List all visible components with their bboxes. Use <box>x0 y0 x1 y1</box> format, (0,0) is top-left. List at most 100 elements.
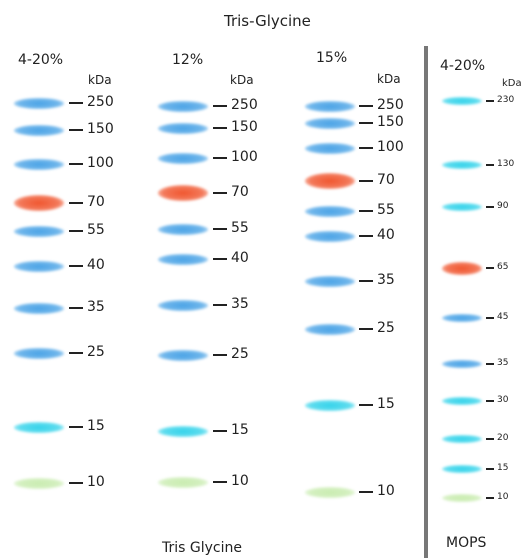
band-size-label: 130 <box>497 159 515 169</box>
marker-tick <box>213 157 227 159</box>
band-size-label: 70 <box>231 184 249 200</box>
marker-tick <box>486 267 494 269</box>
band-size-label: 65 <box>497 262 509 272</box>
lane-1-title: 4-20% <box>18 52 64 68</box>
band <box>158 253 208 265</box>
marker-tick <box>486 400 494 402</box>
band-size-label: 250 <box>87 94 114 110</box>
band-size-label: 70 <box>87 194 105 210</box>
band <box>14 225 64 237</box>
marker-tick <box>359 404 373 406</box>
band-size-label: 30 <box>497 395 509 405</box>
marker-tick <box>359 328 373 330</box>
marker-tick <box>486 164 494 166</box>
band <box>158 223 208 235</box>
band-size-label: 100 <box>87 155 114 171</box>
band-size-label: 25 <box>377 320 395 336</box>
band <box>305 117 355 129</box>
band <box>442 465 482 473</box>
lane-2-title: 12% <box>172 52 204 68</box>
lane-4-title: 4-20% <box>440 58 486 74</box>
band-size-label: 20 <box>497 433 509 443</box>
band-size-label: 250 <box>377 97 404 113</box>
lane-3-title: 15% <box>316 50 348 66</box>
marker-tick <box>486 317 494 319</box>
band <box>305 205 355 217</box>
band-size-label: 15 <box>377 396 395 412</box>
band <box>305 230 355 242</box>
band <box>305 323 355 335</box>
lane-divider <box>424 46 428 558</box>
band <box>305 275 355 287</box>
band <box>158 349 208 361</box>
band-size-label: 10 <box>87 474 105 490</box>
band-size-label: 55 <box>231 220 249 236</box>
marker-tick <box>486 438 494 440</box>
marker-tick <box>69 426 83 428</box>
band <box>158 425 208 437</box>
band <box>14 421 64 433</box>
band <box>14 97 64 109</box>
band-size-label: 15 <box>497 463 509 473</box>
marker-tick <box>359 180 373 182</box>
band <box>158 476 208 488</box>
band-size-label: 10 <box>497 492 509 502</box>
marker-tick <box>213 192 227 194</box>
marker-tick <box>69 352 83 354</box>
band-size-label: 45 <box>497 312 509 322</box>
lane-1-unit: kDa <box>88 73 112 87</box>
band-size-label: 150 <box>231 119 258 135</box>
marker-tick <box>69 102 83 104</box>
band-size-label: 70 <box>377 172 395 188</box>
band <box>14 347 64 359</box>
marker-tick <box>486 100 494 102</box>
band <box>14 158 64 170</box>
figure-title: Tris-Glycine <box>224 12 311 30</box>
band-size-label: 150 <box>87 121 114 137</box>
band-size-label: 150 <box>377 114 404 130</box>
marker-tick <box>486 206 494 208</box>
band-size-label: 55 <box>377 202 395 218</box>
band <box>14 477 64 489</box>
marker-tick <box>69 482 83 484</box>
band-size-label: 100 <box>231 149 258 165</box>
band <box>14 195 64 211</box>
marker-tick <box>69 202 83 204</box>
band-size-label: 35 <box>231 296 249 312</box>
marker-tick <box>213 228 227 230</box>
marker-tick <box>69 230 83 232</box>
marker-tick <box>69 163 83 165</box>
marker-tick <box>213 430 227 432</box>
lane-2-unit: kDa <box>230 73 254 87</box>
band <box>158 299 208 311</box>
marker-tick <box>359 210 373 212</box>
band <box>442 261 482 275</box>
marker-tick <box>213 354 227 356</box>
marker-tick <box>213 127 227 129</box>
marker-tick <box>359 491 373 493</box>
marker-tick <box>213 481 227 483</box>
marker-tick <box>359 105 373 107</box>
band <box>442 360 482 368</box>
band <box>442 161 482 169</box>
band <box>305 100 355 112</box>
lane-3-unit: kDa <box>377 72 401 86</box>
marker-tick <box>213 258 227 260</box>
band <box>305 399 355 411</box>
left-caption: Tris Glycine <box>162 540 242 556</box>
band-size-label: 250 <box>231 97 258 113</box>
band <box>14 260 64 272</box>
band <box>158 185 208 201</box>
marker-tick <box>69 265 83 267</box>
band-size-label: 55 <box>87 222 105 238</box>
band <box>14 302 64 314</box>
marker-tick <box>359 122 373 124</box>
band-size-label: 15 <box>231 422 249 438</box>
band <box>442 494 482 502</box>
marker-tick <box>213 304 227 306</box>
lane-4-unit: kDa <box>502 78 522 89</box>
marker-tick <box>359 235 373 237</box>
band-size-label: 15 <box>87 418 105 434</box>
band <box>442 435 482 443</box>
marker-tick <box>69 129 83 131</box>
